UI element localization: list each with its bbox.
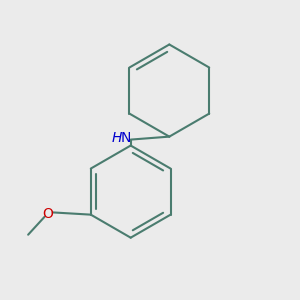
Text: H: H [111,131,122,145]
Text: O: O [42,207,53,221]
Text: N: N [120,131,130,145]
